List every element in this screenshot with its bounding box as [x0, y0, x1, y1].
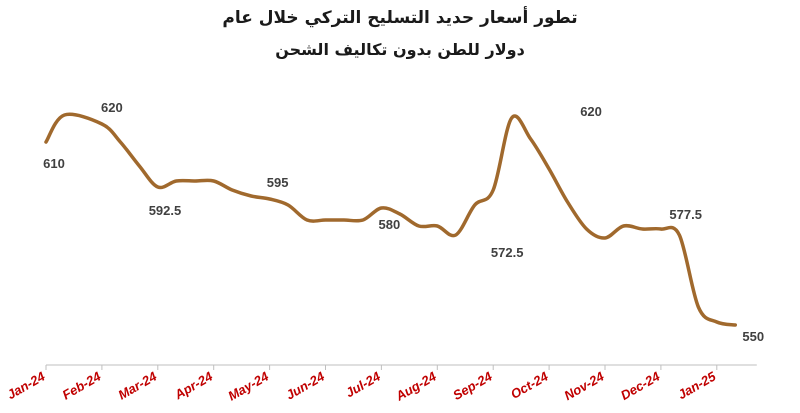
chart-title: تطور أسعار حديد التسليح التركي خلال عام — [222, 8, 578, 28]
data-label: 577.5 — [669, 207, 702, 222]
data-label: 620 — [101, 100, 123, 115]
x-tick-label: Jan-25 — [675, 368, 719, 402]
x-tick-label: Oct-24 — [508, 368, 551, 402]
chart-subtitle: دولار للطن بدون تكاليف الشحن — [275, 40, 525, 59]
x-tick-label: Jan-24 — [4, 368, 48, 402]
x-tick-label: Mar-24 — [115, 368, 159, 402]
x-tick-label: Jun-24 — [283, 368, 327, 402]
data-label: 550 — [742, 329, 764, 344]
x-tick-label: May-24 — [225, 368, 271, 403]
data-label: 572.5 — [491, 245, 524, 260]
x-tick-label: Apr-24 — [171, 368, 216, 402]
series-line — [44, 112, 737, 327]
x-tick-label: Sep-24 — [450, 368, 495, 403]
data-label: 620 — [580, 104, 602, 119]
data-label: 595 — [267, 175, 289, 190]
x-tick-label: Aug-24 — [392, 368, 439, 404]
x-tick-label: Nov-24 — [561, 368, 607, 403]
data-label: 610 — [43, 156, 65, 171]
x-tick-label: Dec-24 — [618, 368, 663, 403]
data-label: 592.5 — [149, 203, 182, 218]
x-tick-label: Jul-24 — [343, 368, 384, 400]
data-label: 580 — [379, 217, 401, 232]
x-tick-label: Feb-24 — [60, 368, 104, 402]
